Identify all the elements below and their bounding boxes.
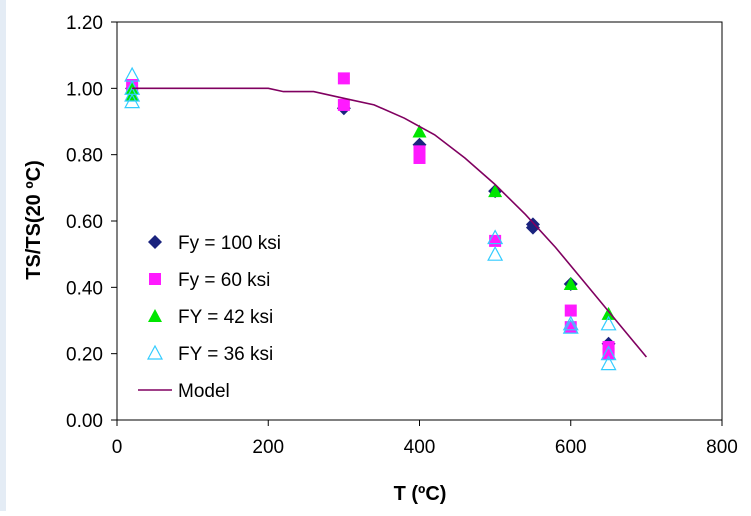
x-tick-label: 400 [404,437,436,458]
data-point [562,315,579,331]
window-edge-strip [0,0,6,511]
y-tick-label: 0.20 [66,345,103,366]
data-point [525,220,540,235]
legend-marker [149,273,161,285]
series-layer [124,66,648,371]
data-point [412,124,427,138]
x-tick-label: 600 [555,437,587,458]
data-point [489,234,502,247]
x-tick-label: 0 [112,437,123,458]
data-point [562,318,579,334]
legend-item-3: FY = 36 ksi [146,344,273,365]
legend-marker [148,309,162,322]
model-line [132,87,648,358]
series-1 [126,72,615,360]
data-point [487,245,504,261]
data-point [600,345,617,361]
legend-label: Fy = 100 ksi [178,233,281,254]
legend-item-0: Fy = 100 ksi [148,233,281,254]
y-axis-label: TS/TS(20 ºC) [23,160,45,280]
axes-layer: 0.00 0.20 0.40 0.60 0.80 1.00 1.20 0 200 400 600 80… [66,13,738,458]
legend-label: FY = 36 ksi [178,344,273,365]
y-tick-label: 0.60 [66,212,103,233]
legend-label: FY = 42 ksi [178,307,273,328]
data-point [487,229,504,245]
legend-item-4: Model [138,381,230,402]
legend-marker [148,235,162,249]
data-point [563,277,578,291]
legend-item-2: FY = 42 ksi [148,307,273,328]
legend-marker [146,344,164,360]
x-axis-label: T (ºC) [394,483,447,505]
x-tick-label: 800 [706,437,738,458]
y-tick-label: 0.00 [66,411,103,432]
data-point [124,93,141,109]
legend-item-1: Fy = 60 ksi [149,270,270,291]
legend: Fy = 100 ksi Fy = 60 ksi FY = 42 ksi FY = 3… [138,233,281,402]
data-point [337,98,350,111]
y-tick-label: 0.80 [66,146,103,167]
data-point [488,184,503,198]
legend-label: Fy = 60 ksi [178,270,270,291]
data-point [600,315,617,331]
legend-label: Model [178,381,230,402]
series-4 [132,87,648,358]
y-tick-label: 1.00 [66,79,103,100]
y-tick-label: 0.40 [66,278,103,299]
data-point [564,304,577,317]
data-point [124,86,141,102]
data-point [413,151,426,164]
data-point [600,355,617,371]
y-tick-label: 1.20 [66,13,103,34]
data-point [337,72,350,85]
data-point [602,347,615,360]
x-tick-label: 200 [252,437,284,458]
